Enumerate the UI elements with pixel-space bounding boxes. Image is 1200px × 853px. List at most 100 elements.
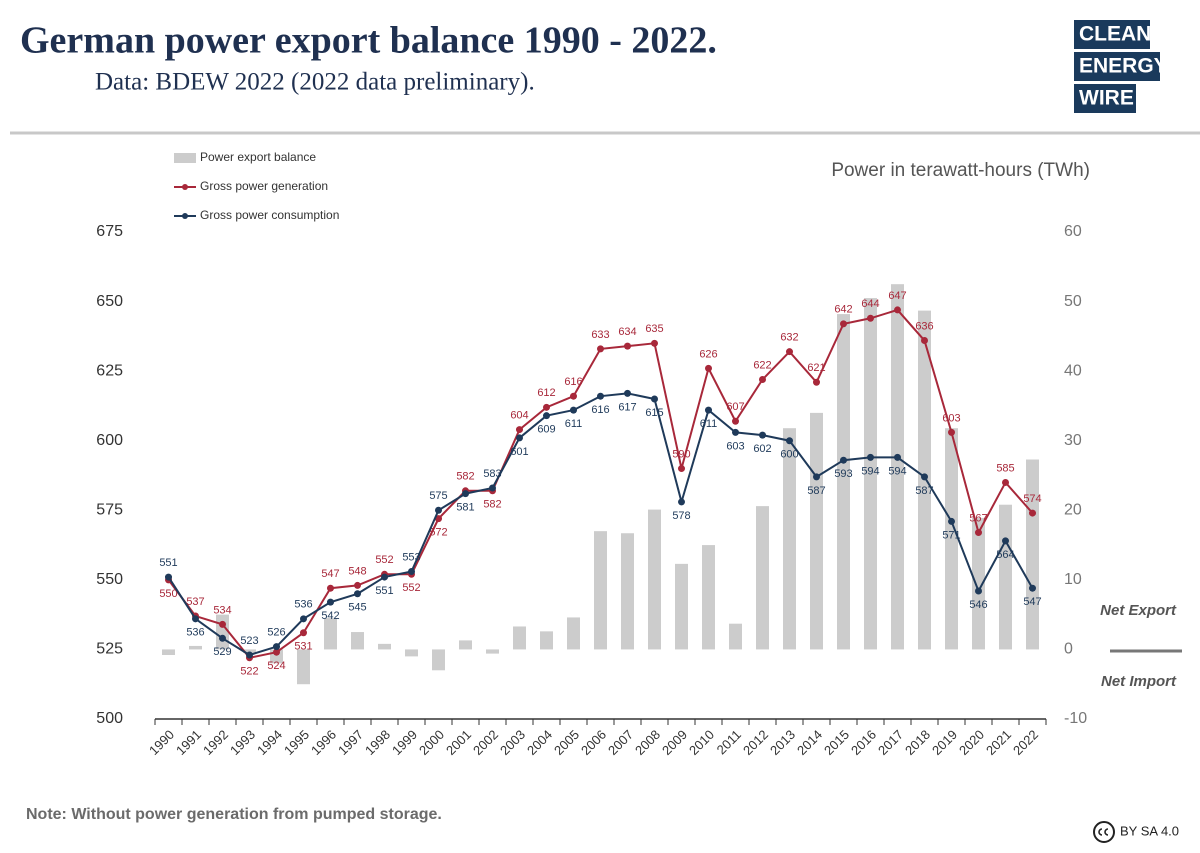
data-label: 578 <box>672 510 690 522</box>
point <box>921 473 928 481</box>
data-label: 550 <box>159 588 177 600</box>
data-label: 547 <box>1023 596 1041 608</box>
logo-text: CLEAN <box>1079 23 1151 46</box>
data-label: 612 <box>537 387 555 399</box>
point <box>1002 537 1009 545</box>
bar <box>621 533 634 650</box>
bar <box>324 618 337 650</box>
cc-mark <box>1098 828 1109 836</box>
annotation: Net Export <box>1100 602 1177 619</box>
point <box>894 453 901 461</box>
bar <box>945 428 958 650</box>
point <box>219 620 226 628</box>
point <box>1029 509 1036 517</box>
data-label: 542 <box>321 610 339 622</box>
data-label: 633 <box>591 329 609 341</box>
point <box>597 345 604 353</box>
point <box>435 506 442 514</box>
logo-text: WIRE <box>1079 87 1134 110</box>
point <box>1029 584 1036 592</box>
point <box>705 406 712 414</box>
bar <box>810 412 823 650</box>
bar <box>459 640 472 650</box>
y-tick-label: 675 <box>96 223 123 240</box>
data-label: 617 <box>618 401 636 413</box>
bar <box>432 649 445 671</box>
data-label: 634 <box>618 326 636 338</box>
data-label: 603 <box>942 412 960 424</box>
point <box>840 456 847 464</box>
data-label: 526 <box>267 627 285 639</box>
title: German power export balance 1990 - 2022. <box>20 20 717 62</box>
point <box>354 590 361 598</box>
data-label: 600 <box>780 449 798 461</box>
data-label: 632 <box>780 332 798 344</box>
point <box>759 431 766 439</box>
y2-tick-label: 0 <box>1064 641 1073 658</box>
point <box>651 339 658 347</box>
point <box>975 587 982 595</box>
data-label: 611 <box>700 418 718 430</box>
bar <box>648 509 661 650</box>
point <box>732 428 739 436</box>
y2-tick-label: 40 <box>1064 362 1082 379</box>
point <box>192 615 199 623</box>
data-label: 524 <box>267 660 285 672</box>
data-label: 571 <box>942 529 960 541</box>
point <box>300 629 307 637</box>
data-label: 582 <box>483 499 501 511</box>
point <box>300 615 307 623</box>
data-label: 574 <box>1023 493 1041 505</box>
point <box>165 573 172 581</box>
point <box>975 529 982 537</box>
data-label: 594 <box>888 465 906 477</box>
legend-label: Gross power generation <box>200 179 328 193</box>
point <box>867 314 874 322</box>
y-tick-label: 550 <box>96 571 123 588</box>
y-tick-label: 525 <box>96 641 123 658</box>
data-label: 582 <box>456 471 474 483</box>
point <box>894 306 901 314</box>
y2-tick-label: 50 <box>1064 293 1082 310</box>
data-label: 635 <box>645 323 663 335</box>
data-label: 552 <box>402 582 420 594</box>
data-label: 603 <box>726 440 744 452</box>
bar <box>162 649 175 655</box>
point <box>759 375 766 383</box>
point <box>516 434 523 442</box>
point <box>327 584 334 592</box>
legend-marker <box>182 213 188 219</box>
point <box>867 453 874 461</box>
data-label: 604 <box>510 409 528 421</box>
bar <box>216 614 229 650</box>
data-label: 644 <box>861 298 879 310</box>
subtitle: Data: BDEW 2022 (2022 data preliminary). <box>95 69 535 96</box>
bar <box>675 563 688 650</box>
point <box>948 428 955 436</box>
point <box>273 643 280 651</box>
data-label: 616 <box>591 404 609 416</box>
bar <box>891 284 904 650</box>
point <box>678 465 685 473</box>
data-label: 536 <box>186 627 204 639</box>
footnote: Note: Without power generation from pump… <box>26 806 442 823</box>
bar <box>513 626 526 650</box>
point <box>570 406 577 414</box>
bar <box>378 643 391 650</box>
bar <box>243 649 256 653</box>
y2-tick-label: 30 <box>1064 432 1082 449</box>
data-label: 585 <box>996 462 1014 474</box>
data-label: 594 <box>861 465 879 477</box>
point <box>732 417 739 425</box>
bar <box>783 428 796 650</box>
logo-block <box>1074 20 1150 49</box>
bar <box>999 504 1012 650</box>
data-label: 572 <box>429 527 447 539</box>
y-tick-label: 625 <box>96 362 123 379</box>
point <box>624 342 631 350</box>
data-label: 529 <box>213 646 231 658</box>
point <box>813 378 820 386</box>
data-label: 602 <box>753 443 771 455</box>
point <box>219 634 226 642</box>
